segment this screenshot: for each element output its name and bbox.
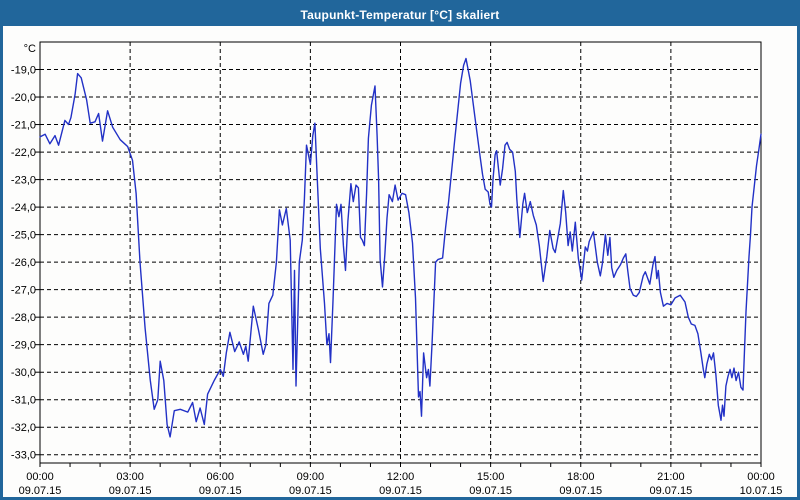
chart-title: Taupunkt-Temperatur [°C] skaliert: [300, 7, 500, 22]
x-axis-time-label: 15:00: [477, 471, 505, 483]
x-axis-time-label: 09:00: [297, 471, 325, 483]
y-axis-label: -26,0: [11, 257, 36, 269]
x-axis-time-label: 21:00: [657, 471, 685, 483]
y-axis-label: -31,0: [11, 395, 36, 407]
x-axis-date-label: 09.07.15: [379, 485, 422, 497]
y-axis-label: -23,0: [11, 175, 36, 187]
x-axis-time-label: 00:00: [26, 471, 54, 483]
x-axis-time-label: 00:00: [747, 471, 775, 483]
x-axis-date-label: 09.07.15: [559, 485, 602, 497]
x-axis-time-label: 12:00: [387, 471, 415, 483]
x-axis-date-label: 09.07.15: [649, 485, 692, 497]
y-axis-label: -28,0: [11, 312, 36, 324]
y-axis-label: -21,0: [11, 120, 36, 132]
x-axis-time-label: 18:00: [567, 471, 595, 483]
y-axis-label: -32,0: [11, 422, 36, 434]
x-axis-date-label: 09.07.15: [199, 485, 242, 497]
x-axis-time-label: 03:00: [116, 471, 144, 483]
x-axis-date-label: 10.07.15: [740, 485, 783, 497]
x-axis-date-label: 09.07.15: [469, 485, 512, 497]
x-axis-date-label: 09.07.15: [289, 485, 332, 497]
chart-area: -19,0 -20,0 -21,0 -22,0 -23,0 -24,0 -25,0 -26,0…: [3, 26, 797, 497]
title-bar: Taupunkt-Temperatur [°C] skaliert: [3, 3, 797, 26]
temperature-line: [39, 57, 762, 438]
y-axis-label: -27,0: [11, 285, 36, 297]
y-axis-label: -24,0: [11, 202, 36, 214]
x-axis-date-label: 09.07.15: [19, 485, 62, 497]
x-axis-date-label: 09.07.15: [109, 485, 152, 497]
y-axis-label: -25,0: [11, 230, 36, 242]
y-axis-label: -22,0: [11, 147, 36, 159]
temperature-chart: -19,0 -20,0 -21,0 -22,0 -23,0 -24,0 -25,0 -26,0…: [11, 41, 783, 497]
plot-border: [39, 41, 762, 464]
y-axis-label: -29,0: [11, 340, 36, 352]
y-axis-label: -20,0: [11, 92, 36, 104]
y-axis-unit-label: °C: [24, 43, 36, 55]
x-axis-time-label: 06:00: [206, 471, 234, 483]
y-axis-label: -30,0: [11, 367, 36, 379]
y-axis-label: -33,0: [11, 450, 36, 462]
y-axis-label: -19,0: [11, 65, 36, 77]
